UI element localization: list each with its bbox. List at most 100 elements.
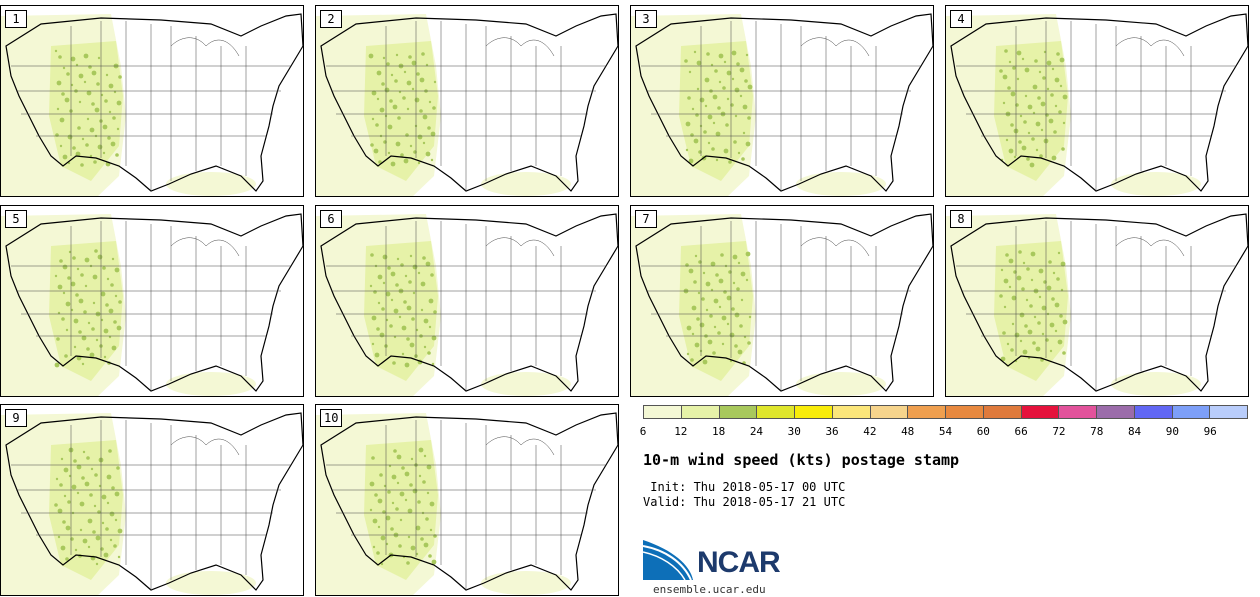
- colorbar-swatch: [1172, 406, 1211, 418]
- wind-shade-medium: [49, 440, 123, 580]
- colorbar-tick-label: 30: [787, 425, 801, 438]
- state-boundary: [1150, 239, 1185, 257]
- ncar-logo-icon: [643, 540, 693, 581]
- country-outline: [5, 213, 303, 392]
- colorbar-swatch: [1134, 406, 1173, 418]
- country-outline: [950, 213, 1248, 392]
- colorbar-tick-label: 66: [1014, 425, 1028, 438]
- state-boundary: [835, 39, 870, 57]
- panel-number: 4: [950, 10, 972, 28]
- state-boundary: [170, 37, 207, 47]
- country-outline: [320, 213, 618, 392]
- conus-map: [946, 213, 1248, 396]
- map-panel-5: 5: [0, 205, 304, 397]
- map-panel-1: 1: [0, 5, 304, 197]
- gulf-shade: [166, 372, 256, 396]
- panel-number: 1: [5, 10, 27, 28]
- wind-shade-medium: [994, 41, 1068, 181]
- colorbar-tick-label: 72: [1052, 425, 1066, 438]
- colorbar-swatch: [681, 406, 720, 418]
- map-panel-8: 8: [945, 205, 1249, 397]
- conus-map: [316, 213, 618, 396]
- colorbar-tick-label: 78: [1090, 425, 1104, 438]
- state-boundary: [1150, 39, 1185, 57]
- panel-number: 2: [320, 10, 342, 28]
- state-boundary: [170, 237, 207, 247]
- colorbar: [643, 405, 1248, 419]
- colorbar-swatch: [1210, 406, 1247, 418]
- site-url: ensemble.ucar.edu: [653, 583, 766, 596]
- state-boundary: [170, 436, 207, 446]
- country-outline: [635, 213, 933, 392]
- panel-number: 6: [320, 210, 342, 228]
- panel-number: 3: [635, 10, 657, 28]
- gulf-shade: [166, 571, 256, 595]
- panel-number: 5: [5, 210, 27, 228]
- state-boundary: [800, 37, 837, 47]
- plot-title: 10-m wind speed (kts) postage stamp: [643, 451, 960, 469]
- gulf-shade: [796, 172, 886, 196]
- wind-shade-medium: [364, 41, 438, 181]
- map-panel-6: 6: [315, 205, 619, 397]
- state-boundary: [485, 436, 522, 446]
- conus-map: [946, 13, 1248, 196]
- colorbar-swatch: [719, 406, 758, 418]
- state-boundary: [205, 239, 240, 257]
- panel-number: 10: [320, 409, 343, 427]
- map-panel-3: 3: [630, 5, 934, 197]
- country-outline: [320, 412, 618, 591]
- map-panel-9: 9: [0, 404, 304, 596]
- conus-map: [1, 213, 303, 396]
- colorbar-swatch: [1059, 406, 1097, 418]
- gulf-shade: [481, 172, 571, 196]
- ncar-logo-text: NCAR: [697, 546, 781, 579]
- colorbar-swatch: [908, 406, 946, 418]
- conus-map: [631, 13, 933, 196]
- map-panel-7: 7: [630, 205, 934, 397]
- conus-map: [631, 213, 933, 396]
- valid-time: Valid: Thu 2018-05-17 21 UTC: [643, 495, 846, 509]
- state-boundary: [485, 237, 522, 247]
- colorbar-tick-label: 96: [1203, 425, 1217, 438]
- state-boundary: [520, 438, 555, 456]
- country-outline: [950, 13, 1248, 192]
- state-boundary: [800, 237, 837, 247]
- colorbar-swatch: [1097, 406, 1135, 418]
- colorbar-swatch: [832, 406, 871, 418]
- gulf-shade: [481, 571, 571, 595]
- state-boundary: [520, 239, 555, 257]
- colorbar-tick-label: 36: [825, 425, 839, 438]
- conus-map: [316, 13, 618, 196]
- conus-map: [316, 412, 618, 595]
- state-boundary: [835, 239, 870, 257]
- colorbar-swatch: [983, 406, 1022, 418]
- panel-number: 9: [5, 409, 27, 427]
- colorbar-tick-label: 18: [712, 425, 726, 438]
- state-boundary: [1115, 37, 1152, 47]
- colorbar-tick-label: 24: [749, 425, 764, 438]
- colorbar-tick-label: 90: [1165, 425, 1179, 438]
- state-boundary: [1115, 237, 1152, 247]
- state-boundary: [205, 438, 240, 456]
- map-panel-4: 4: [945, 5, 1249, 197]
- gulf-shade: [166, 172, 256, 196]
- country-outline: [320, 13, 618, 192]
- colorbar-tick-label: 42: [863, 425, 877, 438]
- colorbar-tick-label: 60: [976, 425, 990, 438]
- gulf-shade: [481, 372, 571, 396]
- state-boundary: [520, 39, 555, 57]
- colorbar-tick-label: 48: [901, 425, 915, 438]
- wind-shade-medium: [49, 41, 123, 181]
- gulf-shade: [1111, 172, 1201, 196]
- map-panel-10: 10: [315, 404, 619, 596]
- map-panel-2: 2: [315, 5, 619, 197]
- country-outline: [5, 412, 303, 591]
- init-time: Init: Thu 2018-05-17 00 UTC: [643, 480, 846, 494]
- country-outline: [635, 13, 933, 192]
- state-boundary: [485, 37, 522, 47]
- country-outline: [5, 13, 303, 192]
- wind-shade-medium: [364, 241, 438, 381]
- colorbar-tick-label: 84: [1127, 425, 1142, 438]
- colorbar-tick-label: 54: [938, 425, 953, 438]
- colorbar-swatch: [1021, 406, 1060, 418]
